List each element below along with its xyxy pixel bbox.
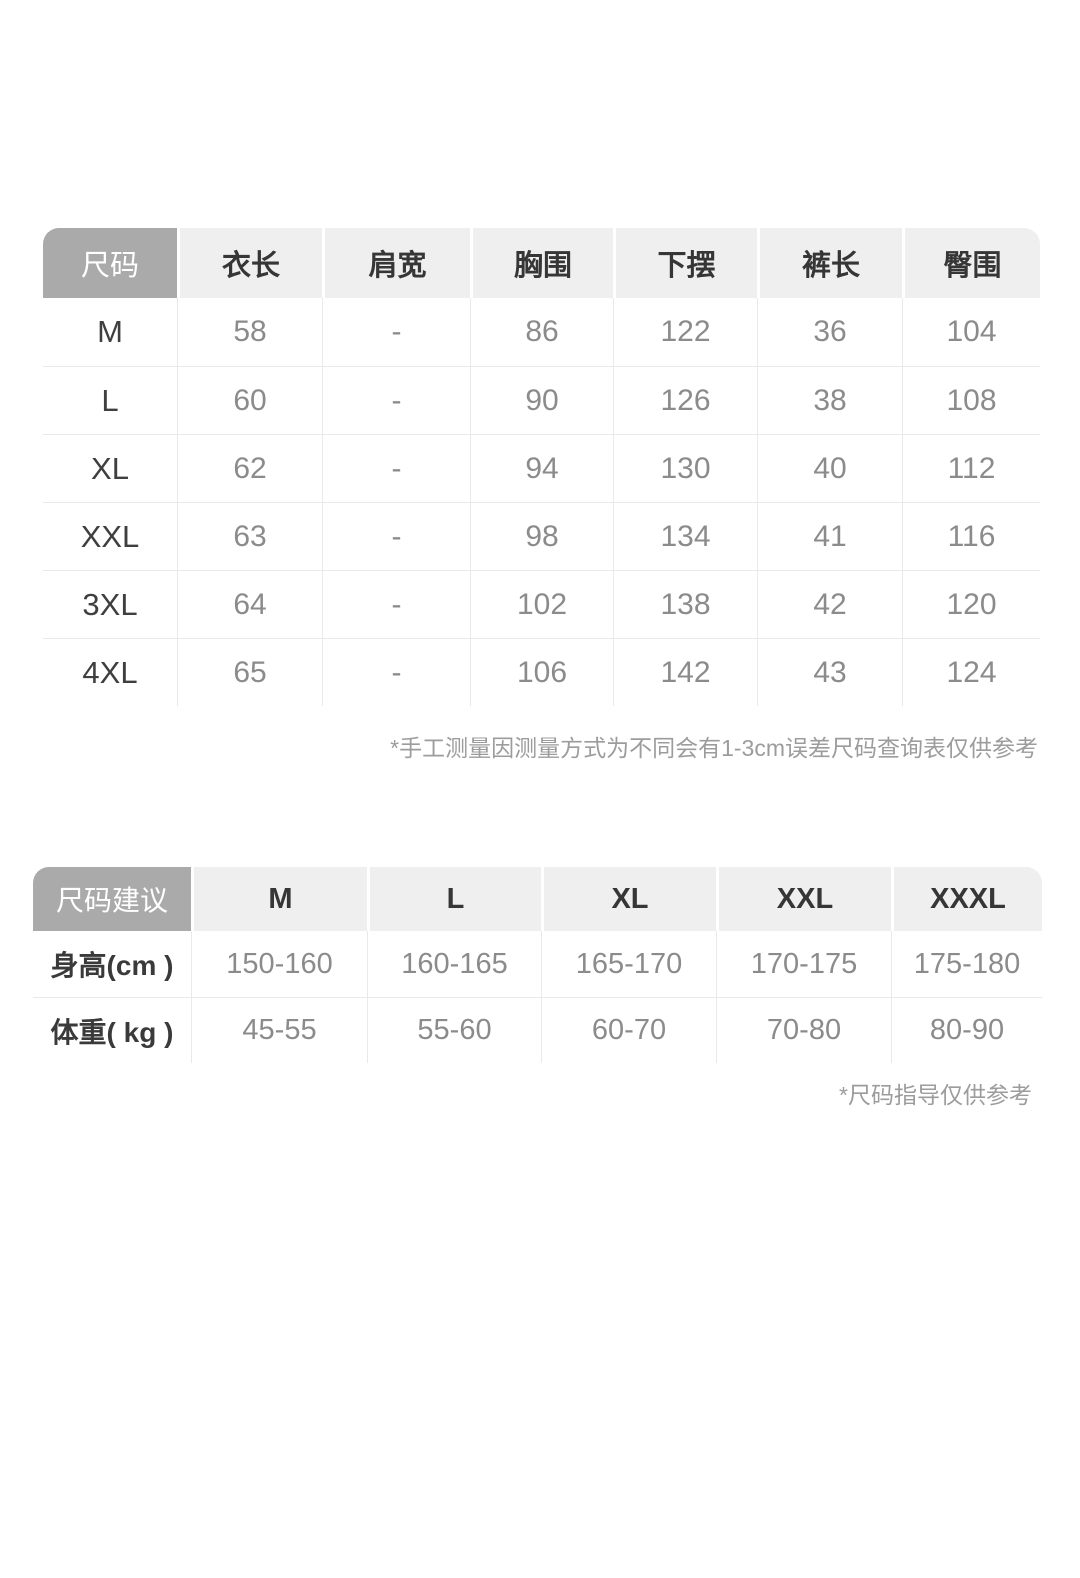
row-label-cell: 身高(cm )	[33, 931, 191, 997]
value-cell: 160-165	[367, 931, 541, 997]
value-cell: 138	[613, 570, 757, 638]
value-cell: 108	[902, 366, 1040, 434]
value-cell: 126	[613, 366, 757, 434]
size-measurement-table: 尺码 衣长 肩宽 胸围 下摆 裤长 臀围 M 58-86 122 36 104 L 60-90 126 38…	[43, 228, 1040, 706]
value-cell: 122	[613, 298, 757, 366]
value-cell: 106	[470, 638, 613, 706]
row-label-cell: L	[43, 366, 177, 434]
value-cell: 94	[470, 434, 613, 502]
column-header-cell: 衣长	[177, 228, 322, 298]
table-row: M 58-86 122 36 104	[43, 298, 1040, 366]
column-header-cell: 肩宽	[322, 228, 470, 298]
value-cell: 150-160	[191, 931, 367, 997]
value-cell: 41	[757, 502, 902, 570]
table-row: L 60-90 126 38 108	[43, 366, 1040, 434]
corner-header-cell: 尺码建议	[33, 867, 191, 931]
value-cell: 112	[902, 434, 1040, 502]
size-suggestion-section: 尺码建议 M L XL XXL XXXL 身高(cm ) 150-160 160-165 165…	[33, 867, 1042, 1063]
table-row: XXL 63-98 134 41 116	[43, 502, 1040, 570]
value-cell: 65	[177, 638, 322, 706]
value-cell: 124	[902, 638, 1040, 706]
value-cell: 40	[757, 434, 902, 502]
row-label-cell: 4XL	[43, 638, 177, 706]
header-row: 尺码建议 M L XL XXL XXXL	[33, 867, 1042, 931]
value-cell: -	[322, 298, 470, 366]
row-label-cell: M	[43, 298, 177, 366]
value-cell: 90	[470, 366, 613, 434]
value-cell: 175-180	[891, 931, 1042, 997]
column-header-cell: 下摆	[613, 228, 757, 298]
table-row: 4XL 65-106 142 43 124	[43, 638, 1040, 706]
value-cell: -	[322, 366, 470, 434]
value-cell: 142	[613, 638, 757, 706]
value-cell: 60-70	[541, 997, 716, 1063]
table-row: XL 62-94 130 40 112	[43, 434, 1040, 502]
value-cell: 70-80	[716, 997, 891, 1063]
column-header-cell: M	[191, 867, 367, 931]
measurement-footnote: *手工测量因测量方式为不同会有1-3cm误差尺码查询表仅供参考	[390, 735, 1038, 761]
value-cell: 58	[177, 298, 322, 366]
table-row: 3XL 64-102 138 42 120	[43, 570, 1040, 638]
value-cell: 116	[902, 502, 1040, 570]
value-cell: 60	[177, 366, 322, 434]
value-cell: -	[322, 570, 470, 638]
value-cell: 55-60	[367, 997, 541, 1063]
value-cell: -	[322, 434, 470, 502]
value-cell: 42	[757, 570, 902, 638]
size-suggestion-table: 尺码建议 M L XL XXL XXXL 身高(cm ) 150-160 160-165 165…	[33, 867, 1042, 1063]
column-header-cell: XXL	[716, 867, 891, 931]
column-header-cell: 臀围	[902, 228, 1040, 298]
size-measurement-section: 尺码 衣长 肩宽 胸围 下摆 裤长 臀围 M 58-86 122 36 104 L 60-90 126 38…	[43, 228, 1040, 706]
value-cell: 43	[757, 638, 902, 706]
value-cell: 165-170	[541, 931, 716, 997]
value-cell: 38	[757, 366, 902, 434]
column-header-cell: 裤长	[757, 228, 902, 298]
value-cell: 80-90	[891, 997, 1042, 1063]
column-header-cell: XL	[541, 867, 716, 931]
value-cell: -	[322, 638, 470, 706]
value-cell: 45-55	[191, 997, 367, 1063]
suggestion-footnote: *尺码指导仅供参考	[839, 1082, 1032, 1108]
value-cell: 62	[177, 434, 322, 502]
table-row: 体重( kg ) 45-55 55-60 60-70 70-80 80-90	[33, 997, 1042, 1063]
value-cell: 64	[177, 570, 322, 638]
row-label-cell: 体重( kg )	[33, 997, 191, 1063]
value-cell: 102	[470, 570, 613, 638]
value-cell: 86	[470, 298, 613, 366]
column-header-cell: XXXL	[891, 867, 1042, 931]
value-cell: 170-175	[716, 931, 891, 997]
corner-header-cell: 尺码	[43, 228, 177, 298]
row-label-cell: XXL	[43, 502, 177, 570]
value-cell: 36	[757, 298, 902, 366]
header-row: 尺码 衣长 肩宽 胸围 下摆 裤长 臀围	[43, 228, 1040, 298]
value-cell: 120	[902, 570, 1040, 638]
value-cell: 134	[613, 502, 757, 570]
table-row: 身高(cm ) 150-160 160-165 165-170 170-175 175-1…	[33, 931, 1042, 997]
size-chart-page: 尺码 衣长 肩宽 胸围 下摆 裤长 臀围 M 58-86 122 36 104 L 60-90 126 38…	[0, 228, 1080, 1578]
row-label-cell: 3XL	[43, 570, 177, 638]
value-cell: 63	[177, 502, 322, 570]
value-cell: 98	[470, 502, 613, 570]
row-label-cell: XL	[43, 434, 177, 502]
value-cell: -	[322, 502, 470, 570]
value-cell: 104	[902, 298, 1040, 366]
column-header-cell: 胸围	[470, 228, 613, 298]
column-header-cell: L	[367, 867, 541, 931]
value-cell: 130	[613, 434, 757, 502]
